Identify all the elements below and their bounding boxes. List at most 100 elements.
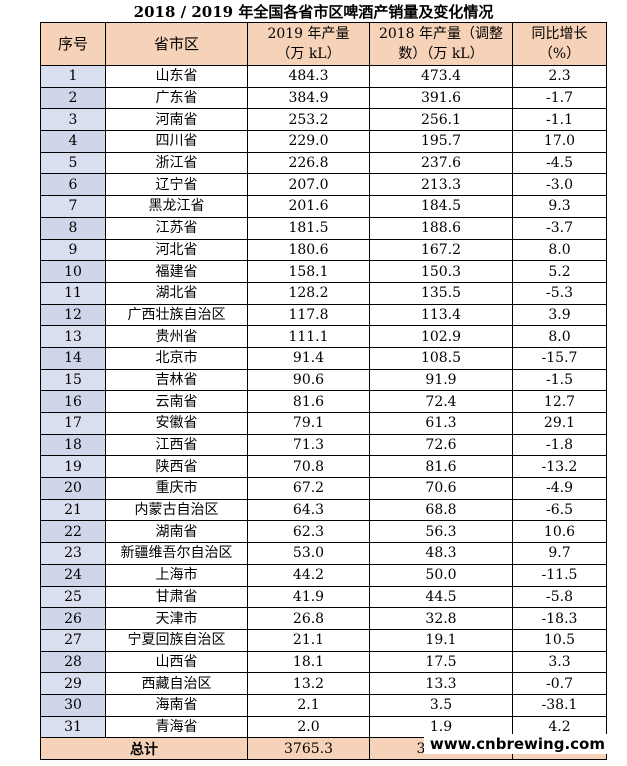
cell-growth: 10.6 [512,520,607,544]
cell-region: 河南省 [105,108,248,132]
cell-2018: 135.5 [369,281,513,305]
cell-seq: 12 [40,303,106,327]
cell-seq: 5 [40,151,106,175]
cell-growth: 3.3 [512,650,607,674]
cell-2019: 81.6 [247,390,370,413]
cell-2018: 237.6 [369,151,513,175]
cell-growth: -6.5 [512,498,607,522]
cell-2019: 117.8 [247,303,370,327]
cell-seq: 13 [40,325,106,348]
cell-growth: -4.5 [512,151,607,175]
total-label: 总计 [40,737,248,761]
cell-2019: 111.1 [247,325,370,348]
cell-seq: 1 [40,65,106,88]
cell-region: 西藏自治区 [105,672,248,695]
cell-2019: 44.2 [247,563,370,587]
cell-2019: 180.6 [247,238,370,262]
cell-2018: 17.5 [369,650,513,674]
table-row: 6 辽宁省 207.0 213.3 -3.0 [40,173,607,197]
cell-2018: 102.9 [369,325,513,348]
cell-2018: 3.5 [369,693,513,717]
cell-seq: 8 [40,216,106,240]
header-2018-line1: 2018 年产量（调整 [378,26,504,42]
cell-region: 陕西省 [105,455,248,479]
cell-seq: 9 [40,238,106,262]
cell-2019: 253.2 [247,108,370,132]
cell-growth: 9.3 [512,195,607,218]
cell-region: 青海省 [105,715,248,739]
cell-region: 湖北省 [105,281,248,305]
table-header-row: 序号 省市区 2019 年产量 （万 kL） 2018 年产量（调整 数）（万 … [40,22,607,66]
table-row: 27 宁夏回族自治区 21.1 19.1 10.5 [40,628,607,652]
cell-growth: -5.8 [512,585,607,609]
cell-2019: 91.4 [247,346,370,370]
cell-2019: 71.3 [247,433,370,457]
cell-growth: -11.5 [512,563,607,587]
cell-2018: 195.7 [369,130,513,153]
cell-2018: 50.0 [369,563,513,587]
cell-seq: 3 [40,108,106,132]
cell-growth: -3.7 [512,216,607,240]
cell-2018: 167.2 [369,238,513,262]
cell-growth: 3.9 [512,303,607,327]
cell-growth: -3.0 [512,173,607,197]
table-row: 28 山西省 18.1 17.5 3.3 [40,650,607,674]
cell-2019: 41.9 [247,585,370,609]
cell-2019: 26.8 [247,607,370,630]
header-2019-output: 2019 年产量 （万 kL） [247,22,370,66]
cell-region: 上海市 [105,563,248,587]
header-growth-line1: 同比增长 [531,26,588,42]
cell-2018: 213.3 [369,173,513,197]
table-row: 13 贵州省 111.1 102.9 8.0 [40,325,607,348]
cell-seq: 21 [40,498,106,522]
cell-growth: -1.7 [512,86,607,110]
cell-growth: -38.1 [512,693,607,717]
cell-region: 北京市 [105,346,248,370]
cell-2019: 2.0 [247,715,370,739]
cell-2018: 391.6 [369,86,513,110]
cell-seq: 6 [40,173,106,197]
cell-2018: 72.4 [369,390,513,413]
cell-2018: 32.8 [369,607,513,630]
cell-2018: 91.9 [369,368,513,392]
cell-2018: 150.3 [369,260,513,283]
table-row: 11 湖北省 128.2 135.5 -5.3 [40,281,607,305]
header-seq: 序号 [40,22,106,66]
cell-growth: 8.0 [512,325,607,348]
cell-growth: 8.0 [512,238,607,262]
cell-2019: 158.1 [247,260,370,283]
cell-2019: 62.3 [247,520,370,544]
cell-seq: 10 [40,260,106,283]
cell-seq: 19 [40,455,106,479]
table-row: 3 河南省 253.2 256.1 -1.1 [40,108,607,132]
cell-seq: 24 [40,563,106,587]
table-row: 21 内蒙古自治区 64.3 68.8 -6.5 [40,498,607,522]
cell-seq: 11 [40,281,106,305]
cell-growth: 9.7 [512,542,607,565]
cell-2019: 229.0 [247,130,370,153]
cell-2019: 18.1 [247,650,370,674]
cell-region: 山西省 [105,650,248,674]
cell-seq: 2 [40,86,106,110]
cell-region: 天津市 [105,607,248,630]
cell-2018: 68.8 [369,498,513,522]
cell-region: 福建省 [105,260,248,283]
cell-growth: -0.7 [512,672,607,695]
cell-seq: 16 [40,390,106,413]
table-row: 30 海南省 2.1 3.5 -38.1 [40,693,607,717]
cell-2018: 473.4 [369,65,513,88]
table-row: 19 陕西省 70.8 81.6 -13.2 [40,455,607,479]
table-row: 5 浙江省 226.8 237.6 -4.5 [40,151,607,175]
table-row: 18 江西省 71.3 72.6 -1.8 [40,433,607,457]
cell-seq: 15 [40,368,106,392]
cell-seq: 27 [40,628,106,652]
cell-2019: 384.9 [247,86,370,110]
cell-growth: -13.2 [512,455,607,479]
cell-seq: 14 [40,346,106,370]
cell-region: 安徽省 [105,412,248,435]
cell-region: 广东省 [105,86,248,110]
cell-seq: 25 [40,585,106,609]
cell-region: 宁夏回族自治区 [105,628,248,652]
cell-seq: 22 [40,520,106,544]
cell-2018: 113.4 [369,303,513,327]
